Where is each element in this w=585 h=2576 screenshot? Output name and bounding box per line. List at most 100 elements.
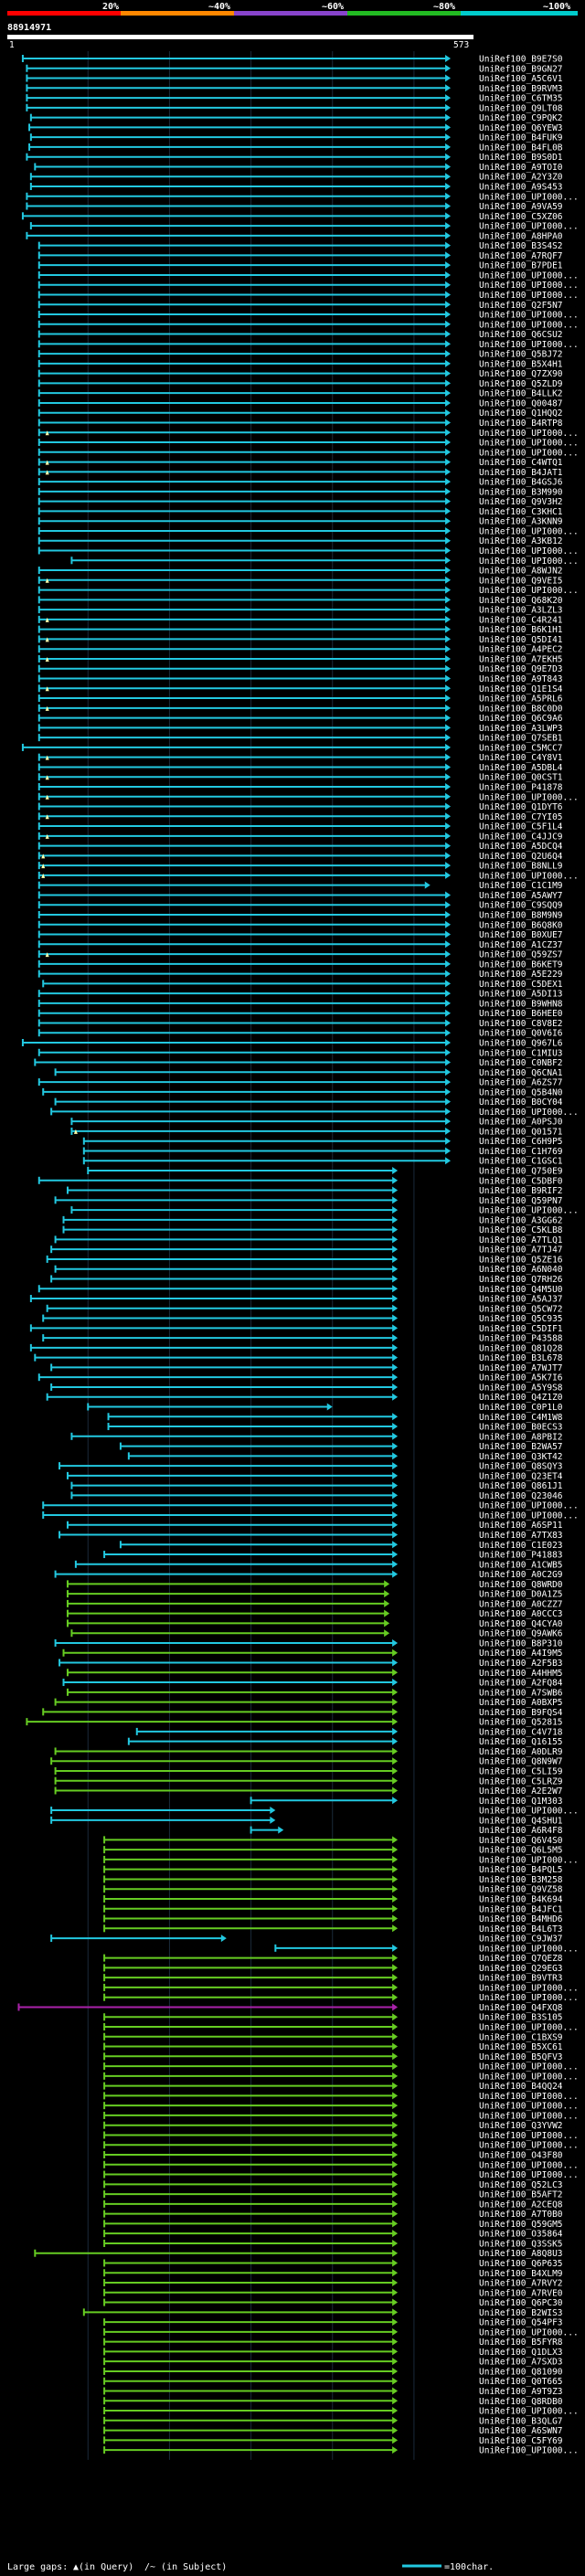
hit-row[interactable]: UniRef100_UPI000... — [37, 340, 579, 350]
hit-row[interactable]: UniRef100_B4JAT1 — [37, 468, 563, 478]
hit-row[interactable]: UniRef100_A5PRL6 — [37, 694, 563, 705]
hit-row[interactable]: UniRef100_A5DI13 — [37, 990, 563, 1000]
hit-row[interactable]: UniRef100_Q9LT08 — [26, 103, 563, 113]
hit-row[interactable]: UniRef100_Q23ET4 — [66, 1471, 563, 1481]
hit-row[interactable]: UniRef100_P41878 — [37, 782, 563, 792]
hit-row[interactable]: UniRef100_B8P310 — [54, 1638, 563, 1648]
hit-row[interactable]: UniRef100_A5K7I6 — [37, 1373, 563, 1383]
hit-row[interactable]: UniRef100_A0CZZ7 — [66, 1599, 563, 1609]
hit-row[interactable]: UniRef100_B9RVM3 — [26, 84, 563, 94]
hit-row[interactable]: UniRef100_B4FUK9 — [29, 133, 563, 143]
hit-row[interactable]: UniRef100_B3QLG7 — [103, 2416, 563, 2426]
hit-row[interactable]: UniRef100_B9VTR3 — [103, 1974, 563, 1984]
hit-row[interactable]: UniRef100_Q2F5N7 — [37, 301, 563, 311]
hit-row[interactable]: UniRef100_C9SQQ9 — [37, 901, 563, 911]
hit-row[interactable]: UniRef100_UPI000... — [37, 448, 579, 458]
hit-row[interactable]: UniRef100_A7WJT7 — [50, 1363, 563, 1373]
hit-row[interactable]: UniRef100_A5AWY7 — [37, 891, 563, 901]
hit-row[interactable]: UniRef100_Q4Z1Z0 — [46, 1393, 563, 1403]
hit-row[interactable]: UniRef100_Q5CW72 — [46, 1304, 563, 1314]
hit-row[interactable]: UniRef100_P43588 — [42, 1334, 563, 1344]
hit-row[interactable]: UniRef100_B3M258 — [103, 1875, 563, 1885]
hit-row[interactable]: UniRef100_Q4SHU1 — [50, 1816, 563, 1826]
hit-row[interactable]: UniRef100_UPI000... — [37, 792, 579, 802]
hit-row[interactable]: UniRef100_B4MHD6 — [103, 1914, 563, 1924]
hit-row[interactable]: UniRef100_Q861J1 — [70, 1481, 563, 1491]
hit-row[interactable]: UniRef100_B5X4H1 — [37, 359, 563, 369]
hit-row[interactable]: UniRef100_A2CEQ8 — [103, 2200, 563, 2210]
hit-row[interactable]: UniRef100_C8V8E2 — [37, 1019, 563, 1029]
hit-row[interactable]: UniRef100_C0P1L0 — [87, 1403, 563, 1413]
hit-row[interactable]: UniRef100_C4JJC9 — [37, 832, 563, 842]
hit-row[interactable]: UniRef100_P41883 — [103, 1551, 563, 1561]
hit-row[interactable]: UniRef100_UPI000... — [37, 429, 579, 439]
hit-row[interactable]: UniRef100_A9S453 — [29, 183, 563, 193]
hit-row[interactable]: UniRef100_C4V718 — [135, 1727, 563, 1737]
hit-row[interactable]: UniRef100_A9T843 — [37, 674, 563, 684]
hit-row[interactable]: UniRef100_UPI000... — [274, 1944, 579, 1954]
hit-row[interactable]: UniRef100_C5LRZ9 — [54, 1776, 563, 1786]
hit-row[interactable]: UniRef100_A7TLQ1 — [54, 1235, 563, 1246]
hit-row[interactable]: UniRef100_Q6C9A6 — [37, 714, 563, 724]
hit-row[interactable]: UniRef100_UPI000... — [37, 291, 579, 301]
hit-row[interactable]: UniRef100_A2FQ84 — [62, 1679, 563, 1689]
hit-row[interactable]: UniRef100_B6K1H1 — [37, 625, 563, 635]
hit-row[interactable]: UniRef100_Q1E1S4 — [37, 684, 563, 694]
hit-row[interactable]: UniRef100_B4PQL5 — [103, 1865, 563, 1875]
hit-row[interactable]: UniRef100_B6KET9 — [37, 959, 563, 970]
hit-row[interactable]: UniRef100_Q967L6 — [21, 1039, 563, 1049]
hit-row[interactable]: UniRef100_C1E023 — [119, 1541, 563, 1551]
hit-row[interactable]: UniRef100_A3LZL3 — [37, 606, 563, 616]
hit-row[interactable]: UniRef100_Q54PF3 — [103, 2318, 563, 2328]
hit-row[interactable]: UniRef100_A5Y9S8 — [50, 1383, 563, 1393]
hit-row[interactable]: UniRef100_C5KLB8 — [62, 1225, 563, 1235]
hit-row[interactable]: UniRef100_C4Y8V1 — [37, 753, 563, 763]
hit-row[interactable]: UniRef100_C9PQK2 — [29, 113, 563, 123]
hit-row[interactable]: UniRef100_B4RTP8 — [37, 419, 563, 429]
hit-row[interactable]: UniRef100_Q29EG3 — [103, 1964, 563, 1974]
hit-row[interactable]: UniRef100_C5FY69 — [103, 2436, 563, 2446]
hit-row[interactable]: UniRef100_B5XC61 — [103, 2042, 563, 2052]
hit-row[interactable]: UniRef100_Q81090 — [103, 2367, 563, 2377]
hit-row[interactable]: UniRef100_A5E229 — [37, 970, 563, 980]
hit-row[interactable]: UniRef100_Q5ZE16 — [46, 1255, 563, 1265]
hit-row[interactable]: UniRef100_UPI000... — [37, 586, 579, 596]
hit-row[interactable]: UniRef100_B8C0D0 — [37, 704, 563, 714]
hit-row[interactable]: UniRef100_A4PEC2 — [37, 645, 563, 655]
hit-row[interactable]: UniRef100_C4WTQ1 — [37, 458, 563, 468]
hit-row[interactable]: UniRef100_Q9VEI5 — [37, 576, 563, 586]
hit-row[interactable]: UniRef100_C1MIU3 — [37, 1048, 563, 1058]
hit-row[interactable]: UniRef100_B9GN27 — [26, 64, 563, 74]
hit-row[interactable]: UniRef100_Q3SSK5 — [103, 2239, 563, 2249]
hit-row[interactable]: UniRef100_Q6L5M5 — [103, 1846, 563, 1856]
hit-row[interactable]: UniRef100_A5DBL4 — [37, 763, 563, 773]
hit-row[interactable]: UniRef100_B4FL0B — [28, 143, 563, 153]
hit-row[interactable]: UniRef100_A4I9M5 — [62, 1648, 563, 1659]
hit-row[interactable]: UniRef100_Q0T665 — [103, 2377, 563, 2387]
hit-row[interactable]: UniRef100_C6H9P5 — [82, 1137, 563, 1147]
hit-row[interactable]: UniRef100_C1BXS9 — [103, 2032, 563, 2042]
hit-row[interactable]: UniRef100_Q7SEB1 — [37, 734, 563, 744]
hit-row[interactable]: UniRef100_A1CZ37 — [37, 940, 563, 950]
hit-row[interactable]: UniRef100_B4GSJ6 — [37, 478, 563, 488]
hit-row[interactable]: UniRef100_Q0CST1 — [37, 773, 563, 783]
hit-row[interactable]: UniRef100_UPI000... — [103, 1983, 579, 1993]
hit-row[interactable]: UniRef100_B5AFT2 — [103, 2190, 563, 2200]
hit-row[interactable]: UniRef100_A0DLR9 — [54, 1747, 563, 1757]
hit-row[interactable]: UniRef100_Q1HQQ2 — [37, 408, 563, 419]
hit-row[interactable]: UniRef100_Q8SQY3 — [58, 1462, 563, 1472]
hit-row[interactable]: UniRef100_C5F1L4 — [37, 822, 563, 832]
hit-row[interactable]: UniRef100_UPI000... — [37, 439, 579, 449]
hit-row[interactable]: UniRef100_Q52LC3 — [103, 2180, 563, 2190]
hit-row[interactable]: UniRef100_UPI000... — [103, 2407, 579, 2417]
hit-row[interactable]: UniRef100_Q6CSU2 — [37, 330, 563, 340]
hit-row[interactable]: UniRef100_Q4M5U0 — [37, 1285, 563, 1295]
hit-row[interactable]: UniRef100_A7SXD3 — [103, 2358, 563, 2368]
hit-row[interactable]: UniRef100_UPI000... — [103, 2327, 579, 2337]
hit-row[interactable]: UniRef100_C5DIF1 — [29, 1324, 563, 1334]
hit-row[interactable]: UniRef100_A9TOI0 — [34, 163, 563, 173]
hit-row[interactable]: UniRef100_C5LI59 — [54, 1766, 563, 1776]
hit-row[interactable]: UniRef100_A5DCQ4 — [37, 842, 563, 852]
hit-row[interactable]: UniRef100_B0XUE7 — [37, 930, 563, 940]
hit-row[interactable]: UniRef100_Q6V4S0 — [103, 1836, 563, 1846]
